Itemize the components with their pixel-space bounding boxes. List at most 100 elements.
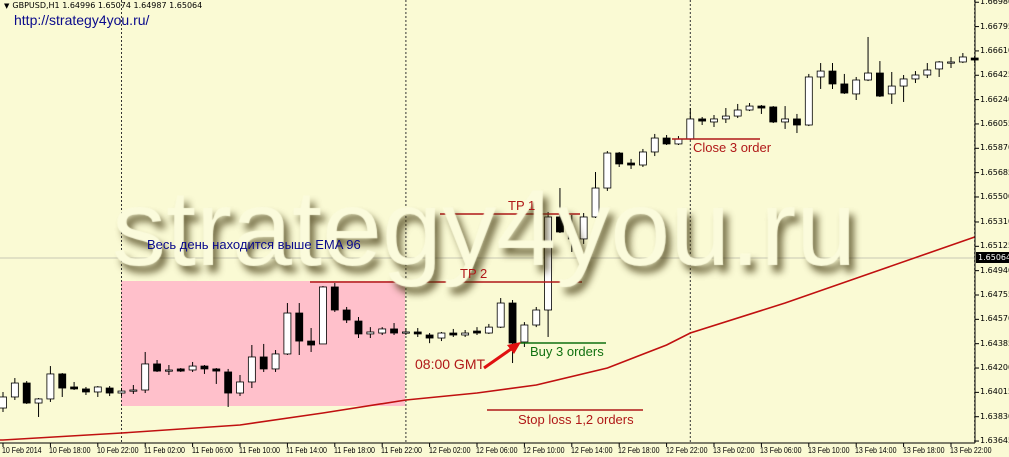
time-tick-label: 13 Feb 14:00 — [855, 446, 897, 455]
candle — [10, 378, 19, 400]
price-tick-label: 1.64385 — [980, 338, 1009, 348]
candle-body — [425, 334, 434, 339]
price-tick-label: 1.66610 — [980, 45, 1009, 55]
buy-label: Buy 3 orders — [530, 344, 604, 359]
candle — [461, 330, 470, 337]
candle-body — [698, 118, 707, 122]
candle-body — [935, 61, 944, 70]
candle-body — [236, 381, 244, 394]
candle-body — [721, 115, 730, 120]
ohlc-open: 1.64996 — [62, 1, 96, 10]
candle-body — [283, 312, 292, 355]
price-tick-label: 1.65310 — [980, 216, 1009, 226]
candle — [319, 286, 327, 345]
arrow-icon — [483, 342, 521, 370]
time-tick-label: 11 Feb 02:00 — [144, 446, 186, 455]
candle — [639, 148, 647, 167]
candle-body — [129, 389, 138, 392]
candle-body — [342, 309, 351, 321]
candle — [556, 188, 564, 234]
price-tick-label: 1.63830 — [980, 411, 1009, 421]
candle-body — [710, 118, 718, 123]
candle-body — [958, 56, 967, 63]
candle-body — [662, 137, 671, 145]
candle — [864, 36, 872, 82]
time-tick-label: 11 Feb 14:00 — [286, 446, 328, 455]
candle-body — [105, 387, 114, 394]
price-tick-label: 1.64755 — [980, 290, 1009, 299]
candle-body — [899, 78, 908, 87]
price-tick-label: 1.66425 — [980, 70, 1009, 80]
candle-body — [212, 368, 221, 372]
site-url[interactable]: http://strategy4you.ru/ — [14, 12, 150, 28]
candle-body — [473, 330, 481, 334]
candle-body — [876, 72, 884, 97]
candle-body — [0, 396, 7, 409]
time-tick-label: 12 Feb 06:00 — [476, 446, 518, 455]
time-tick-label: 13 Feb 22:00 — [950, 446, 992, 455]
time-tick-label: 13 Feb 10:00 — [807, 446, 850, 455]
ohlc-high: 1.65074 — [97, 1, 131, 10]
candle — [745, 103, 754, 112]
price-tick-label: 1.64940 — [980, 265, 1009, 275]
candle-body — [923, 69, 932, 76]
candle-body — [164, 369, 173, 372]
candle-body — [58, 373, 67, 389]
candle — [70, 381, 78, 390]
candle-body — [141, 363, 150, 391]
price-tick-label: 1.66980 — [980, 0, 1009, 7]
ohlc-close: 1.65064 — [169, 1, 203, 10]
candle — [496, 298, 505, 329]
time-tick-label: 12 Feb 10:00 — [523, 446, 565, 455]
highlight-zone — [121, 281, 405, 406]
ohlc-low: 1.64987 — [133, 1, 167, 10]
candle — [947, 56, 955, 69]
time-tick-label: 12 Feb 14:00 — [570, 446, 613, 455]
candle-body — [615, 152, 624, 165]
candle — [449, 328, 458, 337]
candle-body — [804, 76, 813, 126]
time-tick-label: 10 Feb 22:00 — [96, 446, 139, 455]
entry-time-label: 08:00 GMT — [415, 356, 486, 372]
price-tick-label: 1.65125 — [980, 241, 1009, 251]
dropdown-triangle-icon[interactable]: ▼ — [4, 2, 10, 10]
candle — [508, 300, 517, 364]
candle-body — [82, 388, 90, 393]
candle — [46, 366, 55, 402]
candle-body — [639, 151, 647, 166]
candle-body — [556, 216, 564, 233]
time-tick-label: 12 Feb 02:00 — [428, 446, 471, 455]
candle — [567, 215, 576, 252]
candle-body — [852, 79, 861, 95]
candle — [650, 133, 659, 157]
candle-body — [366, 331, 375, 335]
candle — [674, 136, 683, 145]
time-tick-label: 11 Feb 10:00 — [239, 446, 280, 455]
candle — [840, 73, 849, 94]
candle-body — [627, 162, 635, 166]
candle-body — [176, 368, 185, 372]
candle-body — [354, 320, 363, 335]
price-tick-label: 1.65870 — [980, 143, 1009, 153]
candle-body — [70, 386, 78, 390]
price-tick-label: 1.63645 — [980, 436, 1009, 446]
candle-body — [437, 332, 446, 339]
candle-body — [153, 363, 161, 372]
candle — [176, 368, 185, 372]
candle — [22, 381, 31, 404]
price-tick-label: 1.65685 — [980, 167, 1009, 177]
candle-body — [496, 302, 505, 328]
candle-body — [544, 216, 552, 311]
close-label: Close 3 order — [693, 140, 772, 155]
candle — [34, 398, 43, 417]
ema-note: Весь день находится выше EMA 96 — [147, 237, 361, 252]
candle-body — [224, 371, 233, 394]
candle — [769, 106, 778, 124]
time-tick-label: 11 Feb 18:00 — [333, 446, 375, 455]
candle-body — [330, 286, 339, 311]
candle-body — [947, 61, 955, 64]
time-tick-label: 12 Feb 18:00 — [618, 446, 660, 455]
candle-body — [828, 70, 837, 85]
candle — [887, 71, 896, 104]
